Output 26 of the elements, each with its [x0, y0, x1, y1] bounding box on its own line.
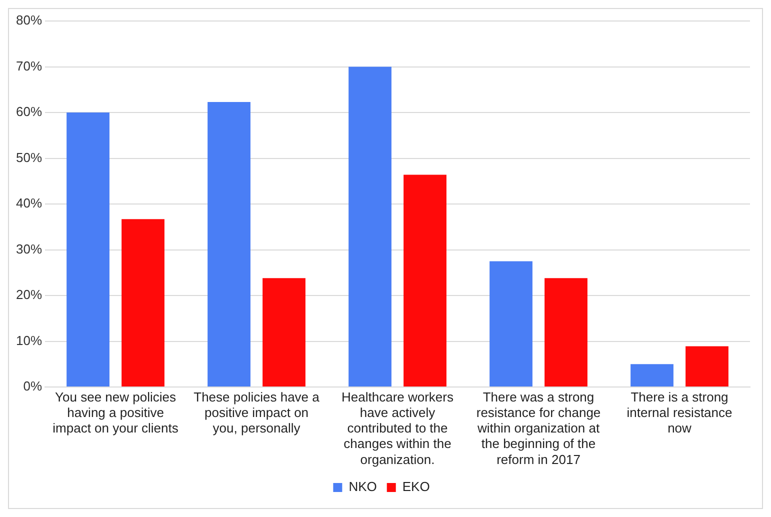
- y-tick-label: 60%: [16, 104, 42, 120]
- x-tick-label: There is a strong internal resistance now: [626, 389, 732, 436]
- bar: [490, 261, 532, 386]
- bar: [66, 112, 110, 386]
- bar: [630, 364, 674, 386]
- x-tick-label: You see new policies having a positive impact on your clients: [52, 389, 179, 436]
- y-tick-label: 80%: [16, 12, 42, 28]
- bar: [348, 66, 392, 386]
- x-tick-label: Healthcare workers have actively contributed to the changes within the organization.: [342, 389, 454, 467]
- legend-label: NKO: [348, 479, 377, 494]
- y-tick-label: 70%: [16, 58, 42, 74]
- bar: [208, 102, 250, 386]
- y-tick-label: 30%: [16, 241, 42, 256]
- bar: [262, 278, 306, 386]
- bar: [404, 174, 446, 386]
- y-tick-label: 10%: [16, 332, 42, 348]
- bar: [686, 346, 728, 386]
- bar: [122, 219, 164, 386]
- x-tick-label: There was a strong resistance for change within organization at the beginning of the reform in 2017: [476, 389, 601, 467]
- y-tick-label: 0%: [23, 378, 42, 394]
- y-tick-label: 50%: [16, 150, 42, 165]
- legend-label: EKO: [402, 479, 430, 494]
- bar: [544, 278, 588, 386]
- x-tick-label: These policies have a positive impact on you, personally: [194, 389, 320, 436]
- y-tick-label: 20%: [16, 287, 42, 302]
- y-tick-label: 40%: [16, 196, 42, 211]
